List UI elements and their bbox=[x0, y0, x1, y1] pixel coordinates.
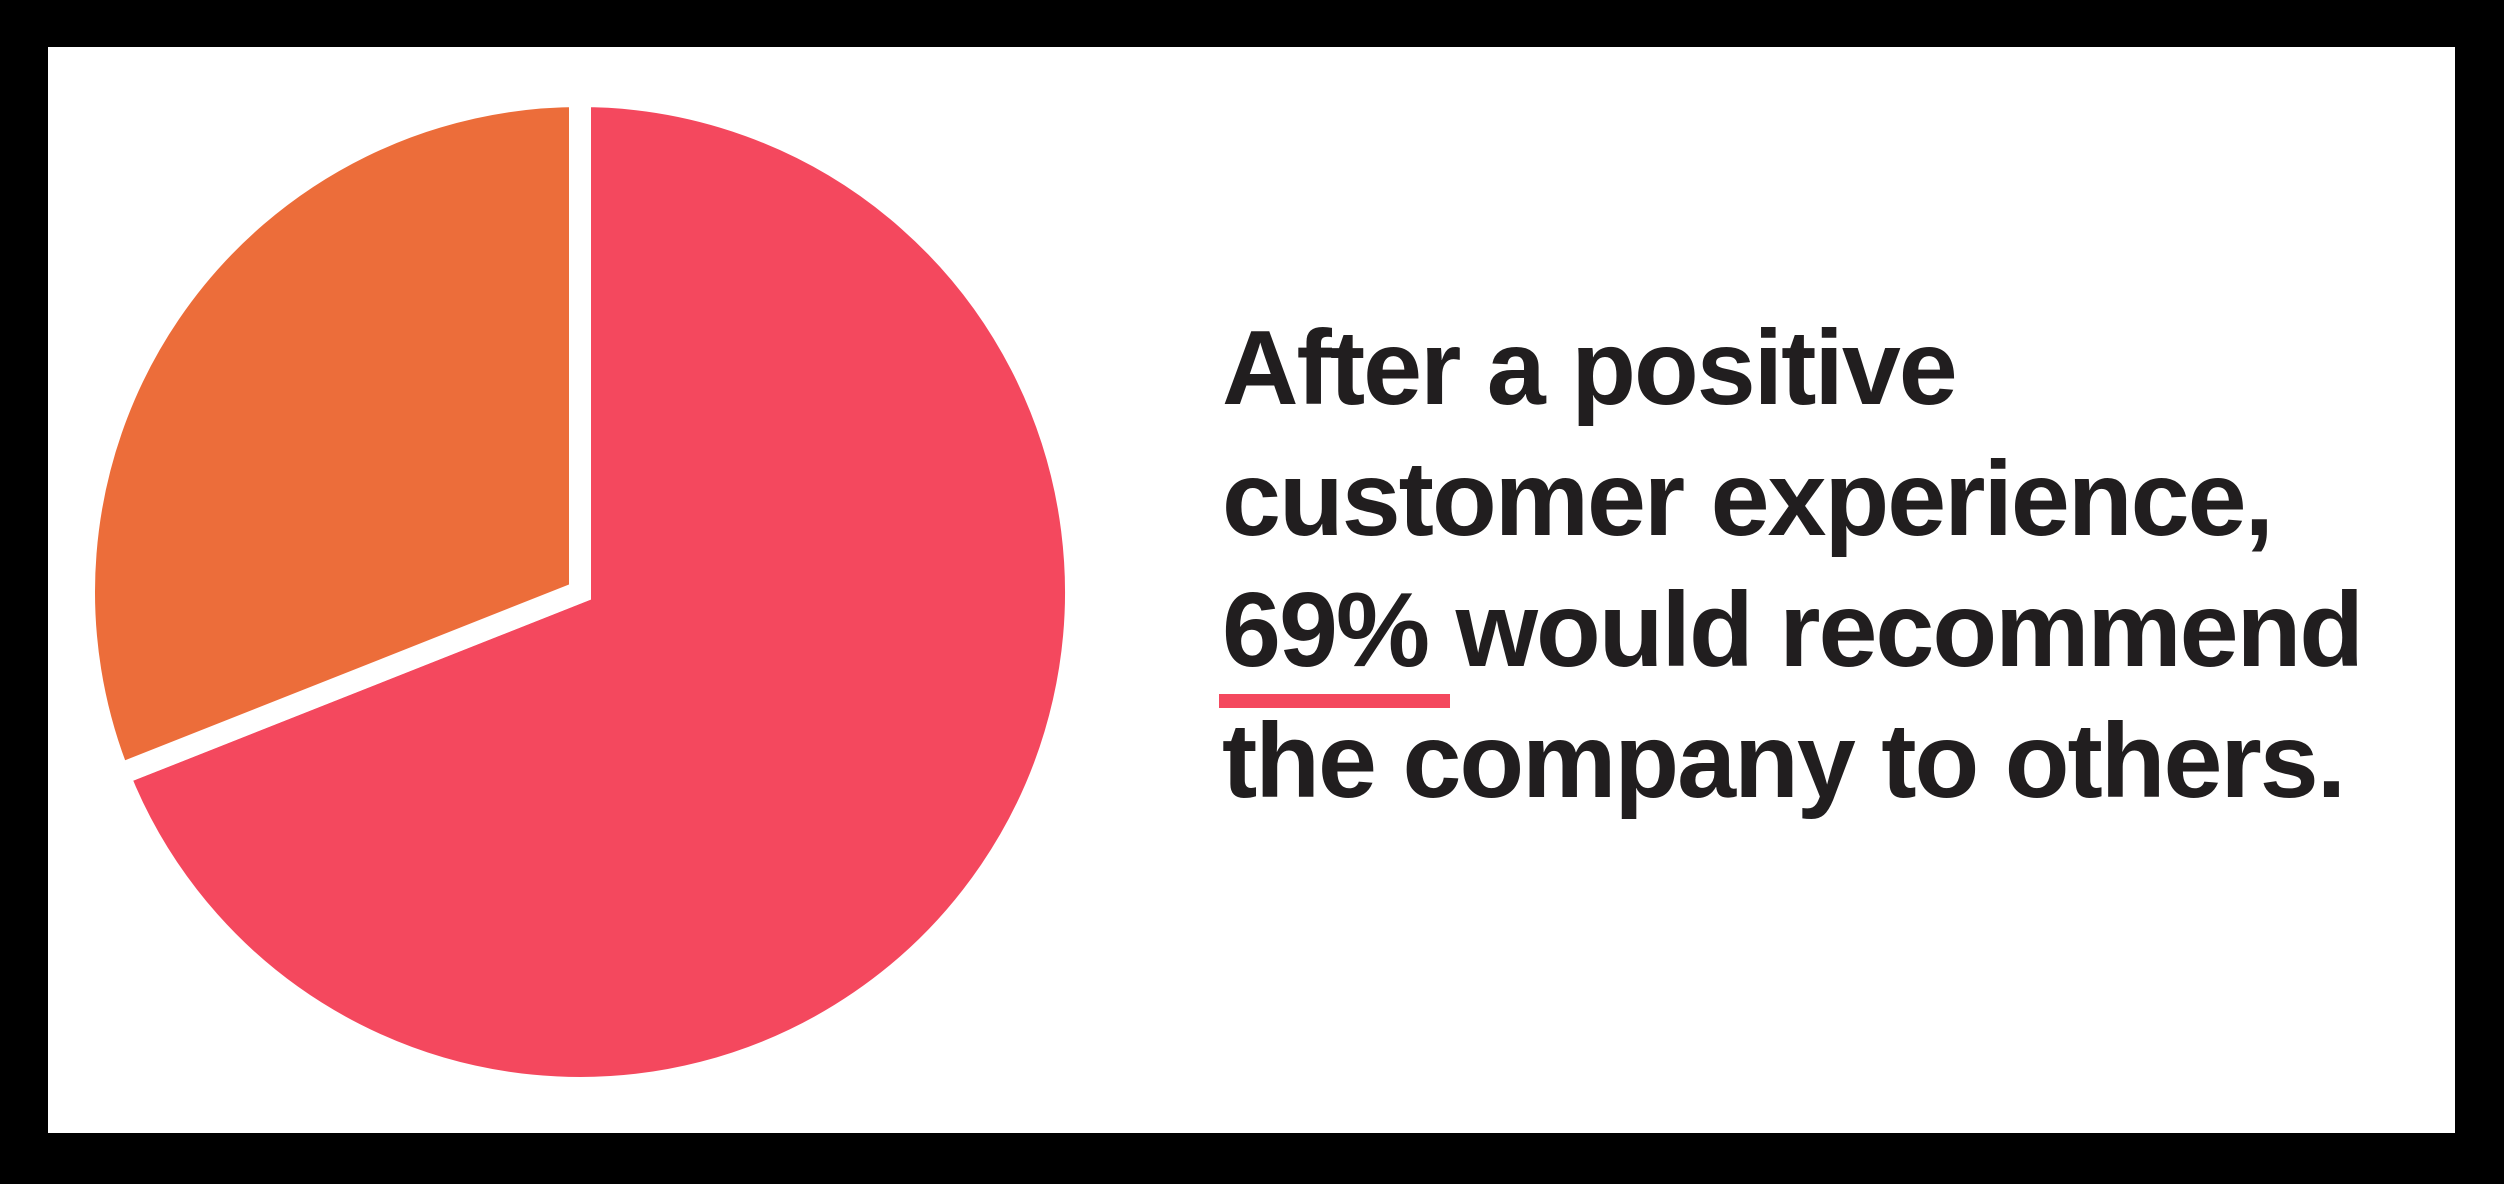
statement-line-4: the company to others. bbox=[1222, 702, 2346, 820]
infographic-card: After a positive customer experience, 69… bbox=[48, 47, 2455, 1133]
pie-chart-area bbox=[80, 92, 1080, 1092]
statement-line-3: 69% would recommend bbox=[1218, 565, 2482, 708]
statement-line-2: customer experience, bbox=[1222, 440, 2274, 558]
statement-line-1: After a positive bbox=[1222, 309, 1958, 427]
statement-text: After a positive customer experience, 69… bbox=[1218, 303, 2482, 827]
statement-highlight-69-percent: 69% bbox=[1218, 565, 1451, 708]
pie-slice-1 bbox=[80, 92, 591, 789]
pie-chart bbox=[80, 92, 1080, 1092]
statement-line-3-rest: would recommend bbox=[1428, 571, 2364, 689]
pie-slice-0 bbox=[104, 92, 1080, 1092]
